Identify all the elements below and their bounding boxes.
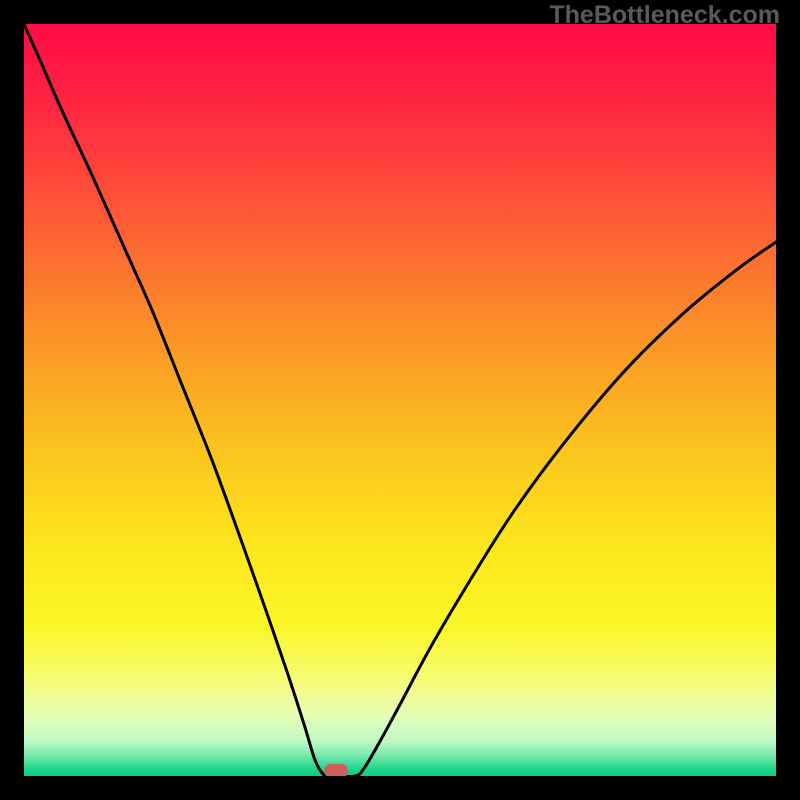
chart-container: TheBottleneck.com xyxy=(0,0,800,800)
plot-area xyxy=(24,24,776,776)
optimal-point-marker xyxy=(324,764,348,776)
gradient-background xyxy=(24,24,776,776)
watermark-text: TheBottleneck.com xyxy=(549,1,780,30)
bottleneck-chart xyxy=(24,24,776,776)
